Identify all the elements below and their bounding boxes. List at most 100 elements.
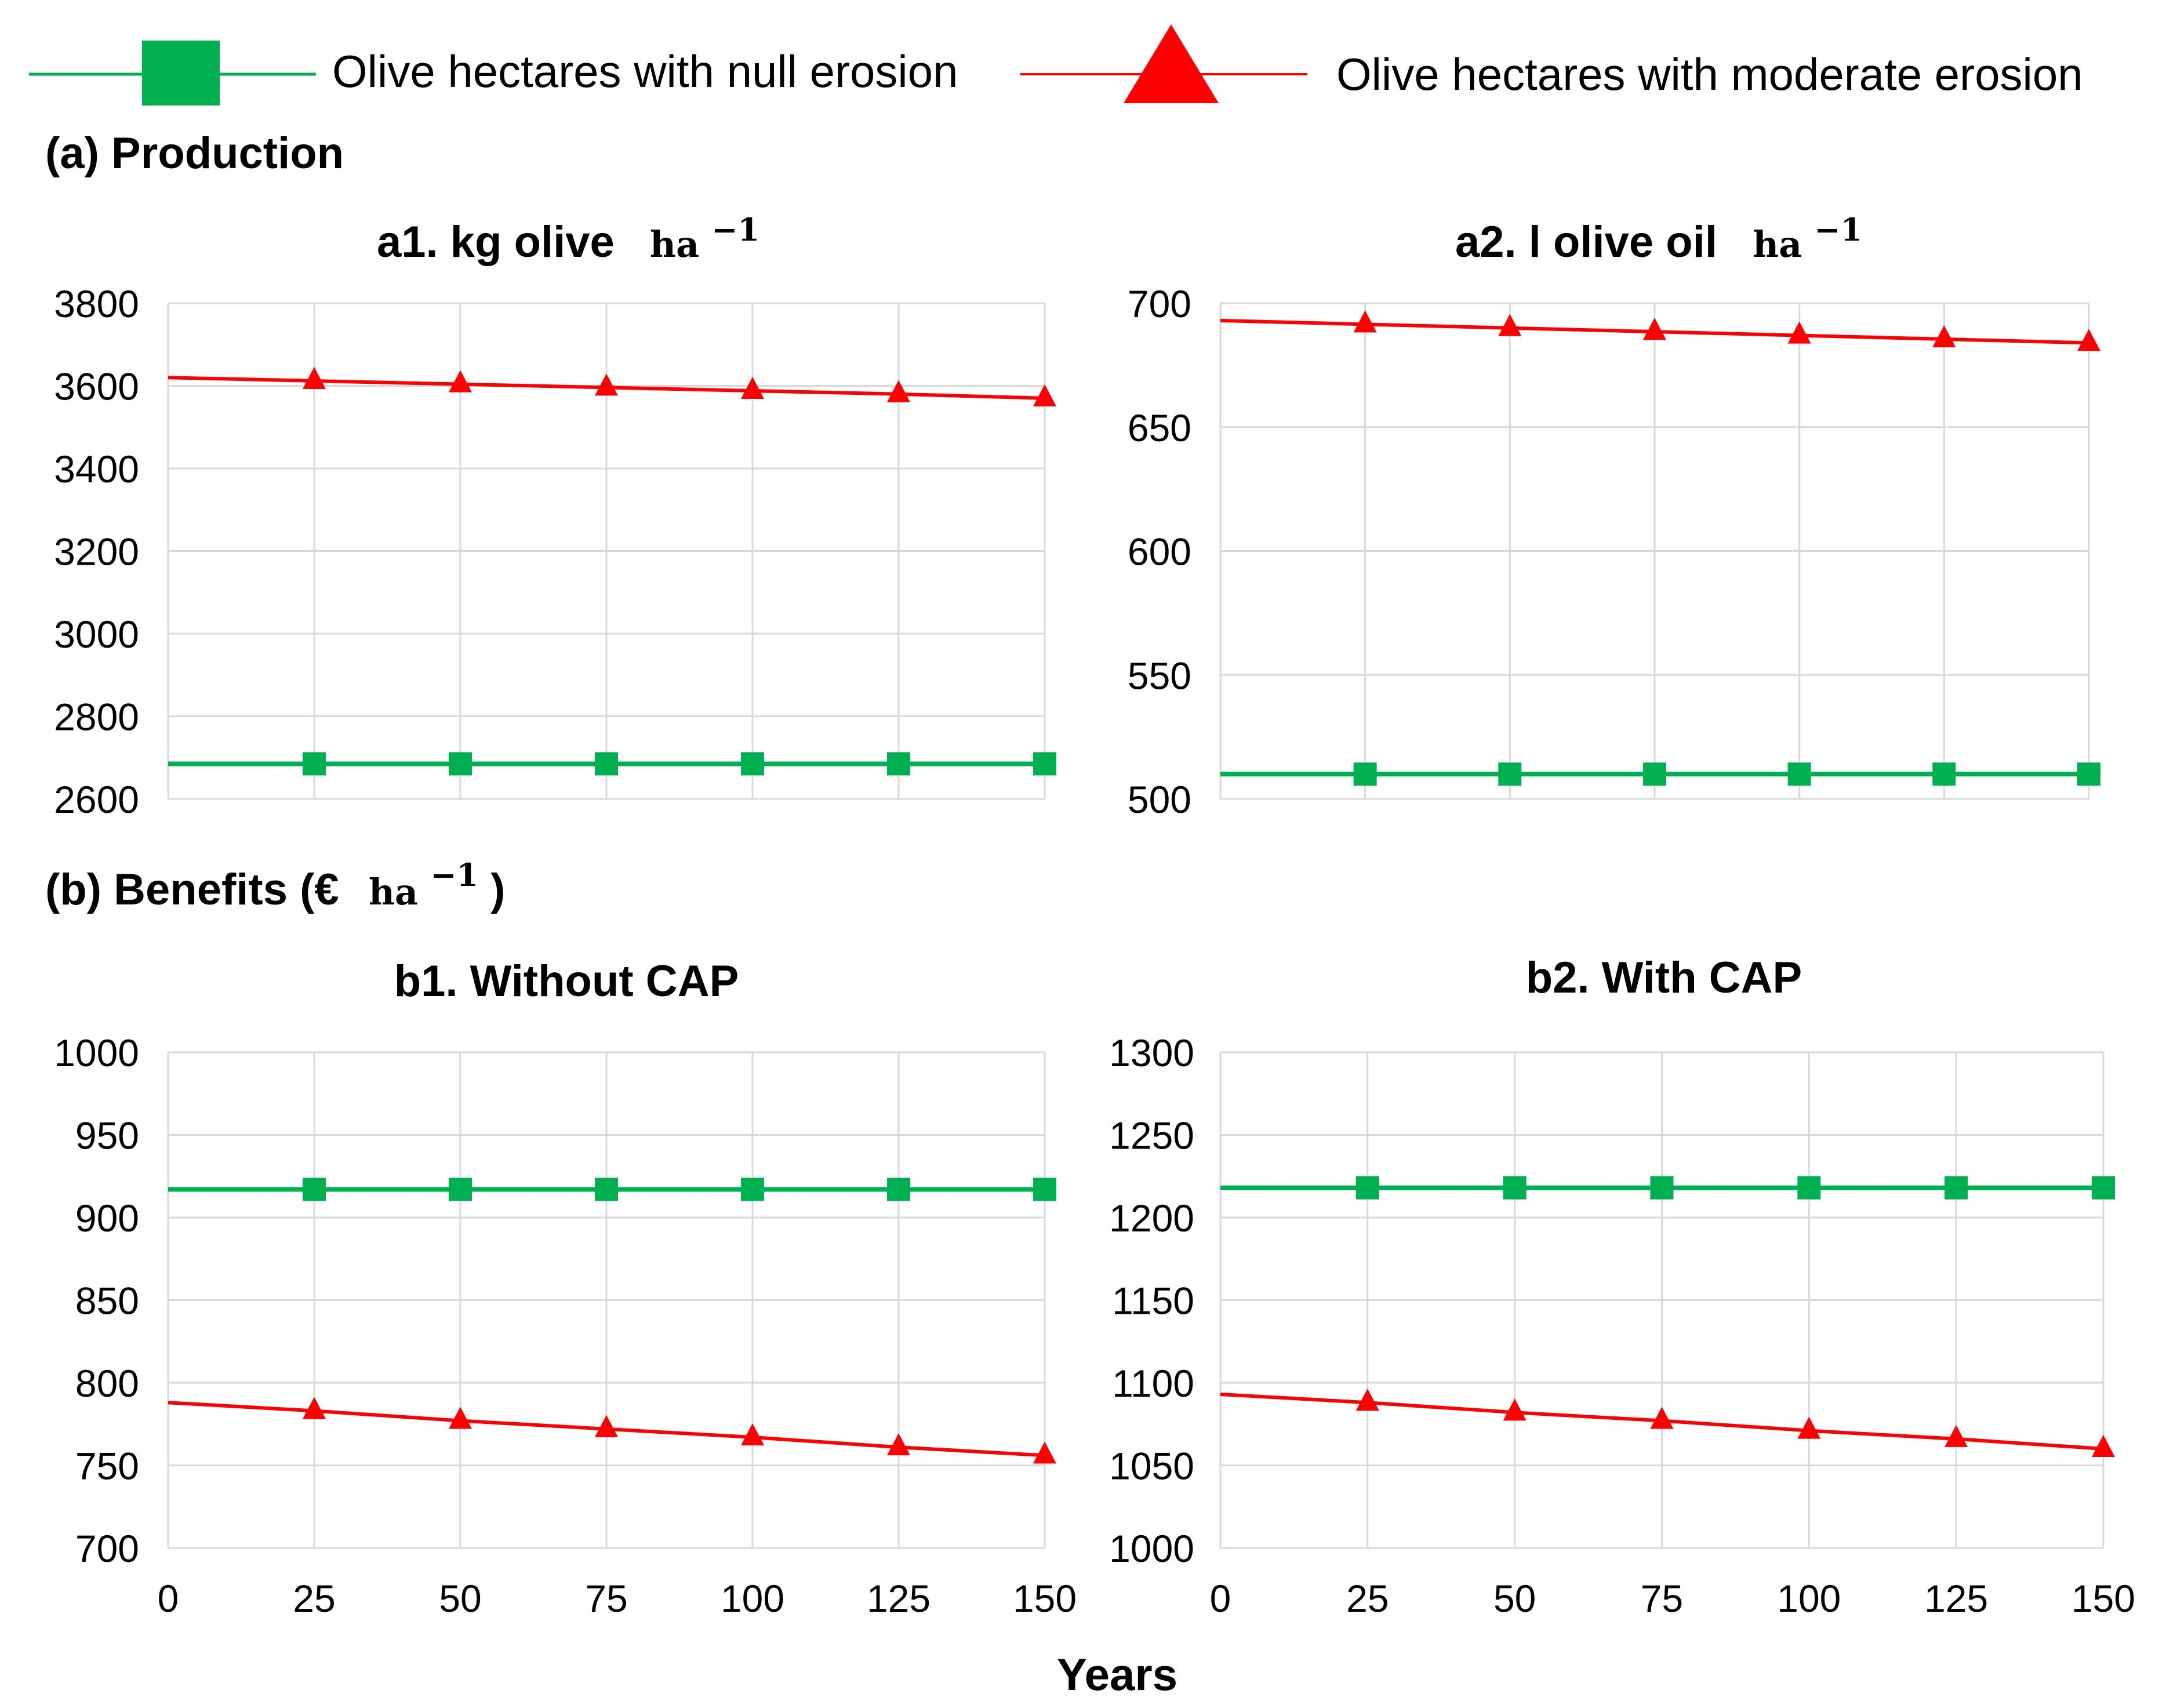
chart-b2-xtick-label: 125 xyxy=(1924,1577,1988,1620)
chart-a1-production-kg-olive: a1. kg olive ha −1 2600 2800 3000 3200 3400 3… xyxy=(54,211,1056,821)
chart-a2-ytick-label: 600 xyxy=(1128,530,1191,573)
chart-b1-xtick-label: 125 xyxy=(867,1577,931,1620)
chart-b2-moderate-point-25 xyxy=(1355,1389,1379,1411)
legend-moderate-triangle-icon xyxy=(1124,24,1219,103)
chart-b1-xtick-label: 0 xyxy=(158,1577,179,1620)
chart-b1-ytick-label: 750 xyxy=(75,1445,139,1488)
chart-a1-moderate-point-75 xyxy=(595,373,618,396)
chart-a2-y-axis: 500 550 600 650 700 xyxy=(1128,282,1191,821)
chart-a1-null-point-50 xyxy=(449,752,472,776)
chart-a1-ytick-label: 3600 xyxy=(54,365,139,408)
chart-a1-title-main: a1. kg olive xyxy=(377,217,615,267)
chart-a1-ytick-label: 3800 xyxy=(54,282,139,325)
chart-a1-ytick-label: 2800 xyxy=(54,696,139,739)
chart-b2-moderate-point-50 xyxy=(1503,1398,1526,1421)
chart-a2-null-point-125 xyxy=(1932,762,1956,786)
chart-a2-ytick-label: 550 xyxy=(1128,654,1191,697)
chart-a2-moderate-point-100 xyxy=(1787,321,1811,344)
chart-b1-moderate-point-25 xyxy=(303,1397,326,1419)
chart-b2-x-axis: 0 25 50 75 100 125 150 xyxy=(1210,1577,2135,1620)
chart-a2-title-unit: ha xyxy=(1753,223,1802,266)
chart-b2-moderate-point-100 xyxy=(1797,1416,1821,1439)
chart-b2-ytick-label: 1100 xyxy=(1112,1362,1194,1405)
chart-a2-title-exp: −1 xyxy=(1814,211,1862,248)
chart-a2-grid xyxy=(1219,302,2090,800)
chart-b1-series xyxy=(168,1178,1056,1464)
legend-null-square-icon xyxy=(142,41,220,106)
chart-a2-moderate-point-150 xyxy=(2077,329,2100,351)
chart-b1-moderate-point-75 xyxy=(595,1415,618,1437)
benefits-heading-exp: −1 xyxy=(430,856,478,893)
chart-b1-moderate-point-100 xyxy=(741,1423,764,1446)
legend-moderate-label: Olive hectares with moderate erosion xyxy=(1336,49,2083,100)
chart-a1-series xyxy=(168,366,1056,776)
chart-b1-xtick-label: 50 xyxy=(439,1577,481,1620)
benefits-heading: (b) Benefits (€ ha −1 ) xyxy=(45,846,505,914)
chart-a2-moderate-point-75 xyxy=(1643,318,1666,340)
chart-a1-moderate-point-100 xyxy=(741,377,764,399)
chart-b1-ytick-label: 1000 xyxy=(54,1031,139,1074)
chart-a2-null-point-50 xyxy=(1498,762,1522,786)
chart-b2-benefits-with-cap: b2. With CAP 100010501100115012001250130… xyxy=(1109,953,2135,1620)
chart-b2-null-point-150 xyxy=(2092,1176,2115,1200)
chart-b1-null-point-150 xyxy=(1033,1178,1056,1201)
chart-b2-null-point-50 xyxy=(1503,1176,1526,1200)
chart-a1-null-point-25 xyxy=(303,752,326,776)
chart-a2-moderate-point-50 xyxy=(1498,314,1522,336)
chart-b1-grid xyxy=(167,1051,1046,1549)
chart-b2-xtick-label: 25 xyxy=(1346,1577,1389,1620)
chart-a1-ytick-label: 3000 xyxy=(54,613,139,656)
chart-b2-xtick-label: 0 xyxy=(1210,1577,1231,1620)
chart-b1-ytick-label: 850 xyxy=(75,1280,139,1322)
chart-b1-null-point-125 xyxy=(887,1178,910,1201)
chart-b2-xtick-label: 100 xyxy=(1777,1577,1841,1620)
chart-a2-series xyxy=(1220,310,2100,786)
chart-b2-ytick-label: 1050 xyxy=(1109,1445,1194,1488)
chart-b1-null-point-50 xyxy=(449,1178,472,1201)
chart-a1-null-point-75 xyxy=(595,752,618,776)
chart-b2-moderate-point-75 xyxy=(1650,1407,1674,1429)
chart-b2-moderate-point-150 xyxy=(2092,1435,2115,1457)
chart-a2-ytick-label: 700 xyxy=(1128,282,1191,325)
benefits-heading-suffix: ) xyxy=(490,865,505,914)
chart-b1-title: b1. Without CAP xyxy=(394,957,739,1006)
production-heading: (a) Production xyxy=(45,129,344,178)
chart-a1-moderate-point-125 xyxy=(887,380,910,402)
chart-b1-ytick-label: 950 xyxy=(75,1114,139,1157)
chart-b2-grid xyxy=(1219,1051,2105,1549)
chart-b2-title: b2. With CAP xyxy=(1526,953,1802,1002)
chart-a1-moderate-point-150 xyxy=(1033,384,1056,406)
chart-b1-null-point-75 xyxy=(595,1178,618,1201)
chart-b1-x-axis: 0 25 50 75 100 125 150 xyxy=(158,1577,1077,1620)
chart-a1-null-point-150 xyxy=(1033,752,1056,776)
benefits-heading-unit: ha xyxy=(369,871,418,913)
chart-b2-y-axis: 1000 1050 1100 1150 1200 1250 1300 xyxy=(1109,1031,1194,1570)
chart-b1-moderate-point-50 xyxy=(449,1407,472,1429)
chart-a2-moderate-point-125 xyxy=(1932,325,1956,347)
chart-a2-null-point-25 xyxy=(1353,762,1377,786)
chart-b1-ytick-label: 700 xyxy=(75,1527,139,1570)
chart-a2-production-l-olive-oil: a2. l olive oil ha −1 500 550 600 650 700 xyxy=(1128,211,2100,821)
chart-a2-ytick-label: 500 xyxy=(1128,778,1191,821)
chart-b2-null-point-125 xyxy=(1944,1176,1968,1200)
chart-b2-xtick-label: 150 xyxy=(2071,1577,2135,1620)
legend: Olive hectares with null erosion Olive h… xyxy=(29,24,2083,106)
benefits-heading-prefix: (b) Benefits (€ xyxy=(45,865,339,914)
chart-b2-moderate-point-125 xyxy=(1944,1424,1968,1447)
chart-b1-moderate-point-150 xyxy=(1033,1441,1056,1464)
legend-null-label: Olive hectares with null erosion xyxy=(332,46,958,97)
chart-b2-ytick-label: 1200 xyxy=(1109,1197,1194,1240)
chart-b1-ytick-label: 900 xyxy=(75,1197,139,1240)
chart-a1-null-point-100 xyxy=(741,752,764,776)
chart-a1-ytick-label: 3200 xyxy=(54,530,139,573)
chart-b2-series xyxy=(1220,1176,2115,1457)
chart-b1-xtick-label: 75 xyxy=(585,1577,627,1620)
chart-b2-null-point-25 xyxy=(1355,1176,1379,1200)
chart-b1-xtick-label: 100 xyxy=(721,1577,784,1620)
chart-a2-null-point-75 xyxy=(1643,762,1666,786)
chart-a1-moderate-point-50 xyxy=(449,370,472,393)
chart-b1-y-axis: 700 750 800 850 900 950 1000 xyxy=(54,1031,139,1570)
chart-b2-ytick-label: 1150 xyxy=(1112,1280,1194,1322)
